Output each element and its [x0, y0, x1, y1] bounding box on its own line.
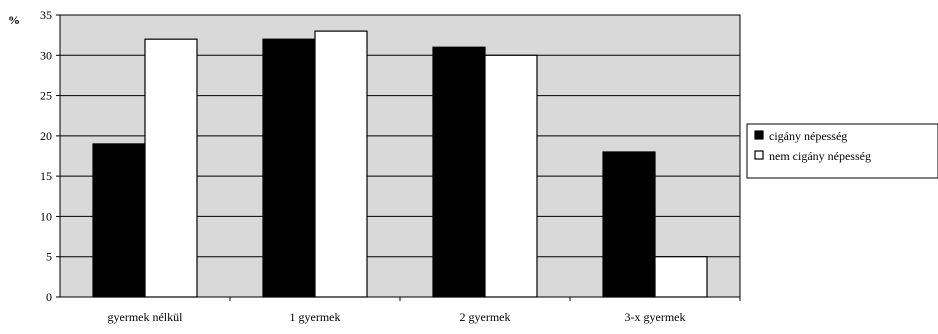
y-tick-label: 5: [46, 250, 52, 264]
bar-cigany: [602, 151, 656, 298]
x-category-label: 1 gyermek: [290, 310, 341, 324]
legend-entry: cigány népesség: [769, 129, 847, 143]
bar-nem-cigany: [484, 54, 538, 298]
legend-entry: nem cigány népesség: [769, 149, 871, 163]
x-category-labels: gyermek nélkül 1 gyermek 2 gyermek 3-x gyer…: [108, 297, 741, 324]
bar-cigany: [262, 38, 316, 298]
legend-swatch: [754, 130, 764, 140]
bars: [92, 30, 708, 298]
legend: cigány népesség nem cigány népesség: [754, 129, 871, 163]
bar-nem-cigany: [144, 38, 198, 298]
y-tick-label: 10: [40, 209, 52, 223]
y-tick-label: 35: [40, 8, 52, 22]
y-tick-label: 0: [46, 290, 52, 304]
x-category-label: 3-x gyermek: [625, 310, 686, 324]
x-category-label: gyermek nélkül: [108, 310, 184, 324]
y-tick-label: 15: [40, 169, 52, 183]
bar-cigany: [432, 46, 486, 298]
bar-nem-cigany: [314, 30, 368, 298]
y-tick-label: 25: [40, 89, 52, 103]
legend-swatch: [754, 150, 764, 160]
bar-nem-cigany: [654, 256, 708, 298]
legend-box: [746, 123, 938, 179]
x-category-label: 2 gyermek: [460, 310, 511, 324]
y-tick-label: 20: [40, 129, 52, 143]
y-tick-labels: 0 5 10 15 20 25 30 35: [40, 8, 60, 304]
y-axis-unit-label: %: [8, 13, 20, 27]
y-tick-label: 30: [40, 48, 52, 62]
bar-cigany: [92, 143, 146, 298]
